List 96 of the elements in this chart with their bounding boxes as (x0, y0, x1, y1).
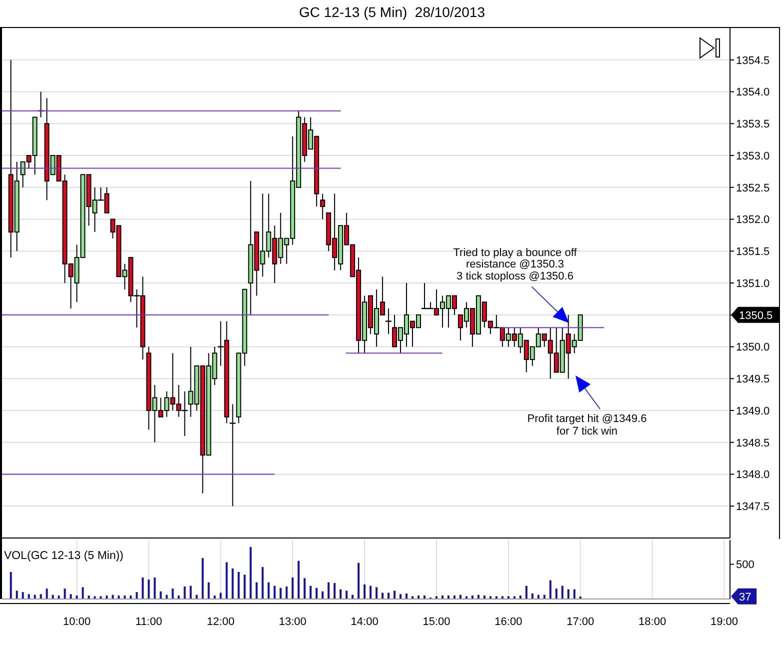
bar (340, 589, 342, 599)
bar (310, 586, 312, 599)
y-tick-label: 1348.5 (736, 437, 770, 450)
bar (501, 596, 504, 599)
bar (465, 596, 468, 599)
x-tick-label: 14:00 (350, 616, 378, 628)
bar (304, 578, 306, 599)
candlestick (320, 193, 326, 220)
bar (525, 586, 528, 599)
bar (513, 596, 516, 599)
chart-title: GC 12-13 (5 Min) 28/10/2013 (298, 4, 486, 20)
bar (495, 596, 498, 599)
bar (16, 590, 18, 599)
x-tick-label: 19:00 (710, 616, 738, 628)
y-tick-label: 1352.5 (736, 182, 770, 194)
y-tick-label: 1351.5 (736, 246, 770, 258)
y-tick-label: 1354.5 (736, 54, 770, 67)
bar (328, 582, 330, 599)
y-tick-label: 1348.0 (736, 469, 770, 482)
bar (28, 594, 30, 599)
bar (364, 584, 366, 599)
bar (400, 594, 402, 599)
bar (573, 589, 576, 599)
bar (531, 593, 534, 599)
x-tick-label: 17:00 (566, 616, 594, 628)
bar (268, 582, 270, 599)
bar (208, 582, 210, 599)
bar (346, 590, 348, 599)
x-tick-label: 12:00 (206, 616, 234, 628)
bar (316, 588, 318, 599)
bar (250, 546, 252, 599)
bar (436, 596, 438, 599)
bar (394, 590, 396, 599)
x-tick-label: 11:00 (135, 616, 162, 628)
bar (262, 567, 264, 599)
bar (40, 594, 42, 599)
y-tick-label: 1349.0 (736, 405, 770, 418)
bar (358, 562, 360, 599)
bar (274, 586, 276, 599)
bar (100, 596, 102, 599)
bar (94, 596, 96, 599)
x-tick-label: 15:00 (422, 616, 450, 628)
y-tick-label: 1350.0 (736, 342, 770, 354)
bar (190, 586, 192, 599)
bar (172, 588, 174, 599)
text: 1350.5 (739, 310, 773, 322)
y-tick-label: 1353.0 (736, 150, 770, 162)
bar (10, 572, 12, 599)
bar (70, 594, 72, 599)
y-tick-label: 1352.0 (736, 214, 770, 226)
bar (154, 577, 156, 599)
bar (142, 577, 144, 599)
y-tick-label: 1353.5 (736, 118, 770, 131)
bar (406, 593, 408, 599)
bar (256, 582, 258, 599)
bar (376, 587, 378, 599)
bar (286, 586, 288, 599)
x-tick-label: 18:00 (638, 616, 666, 628)
y-tick-label: 1351.0 (736, 278, 770, 290)
bar (549, 580, 552, 599)
bar (238, 572, 240, 599)
annotation: Tried to play a bounce off resistance @1350.3 3 tick stoploss @1350.6 (453, 247, 578, 282)
bar (507, 596, 510, 599)
bar (244, 574, 246, 599)
x-tick-label: 10:00 (63, 616, 91, 628)
bar (226, 562, 228, 599)
y-tick-label: 500 (736, 559, 754, 572)
bar (82, 587, 84, 599)
bar (489, 596, 492, 599)
bar (322, 591, 324, 599)
bar (148, 580, 150, 599)
x-tick-label: 13:00 (278, 616, 306, 628)
x-tick-label: 16:00 (494, 616, 522, 628)
bar (567, 589, 570, 599)
y-tick-label: 1354.0 (736, 86, 770, 99)
bar (160, 591, 162, 599)
bar (136, 592, 138, 599)
bar (64, 588, 66, 599)
bar (555, 588, 558, 599)
bar (232, 568, 234, 599)
bar (561, 586, 564, 599)
annotation: Profit target hit @1349.6 for 7 tick win (527, 413, 647, 438)
text: 37 (739, 591, 752, 604)
bar (22, 592, 24, 599)
bar (184, 586, 186, 599)
bar (298, 560, 300, 599)
bar (334, 583, 336, 599)
y-tick-label: 1347.5 (736, 501, 770, 514)
bar (202, 558, 204, 599)
bar (412, 596, 414, 599)
bar (292, 577, 294, 599)
bar (280, 588, 282, 599)
bar (46, 588, 48, 599)
text: VOL(GC 12-13 (5 Min)) (4, 550, 124, 562)
bar (370, 586, 372, 599)
y-tick-label: 1349.5 (736, 374, 770, 386)
